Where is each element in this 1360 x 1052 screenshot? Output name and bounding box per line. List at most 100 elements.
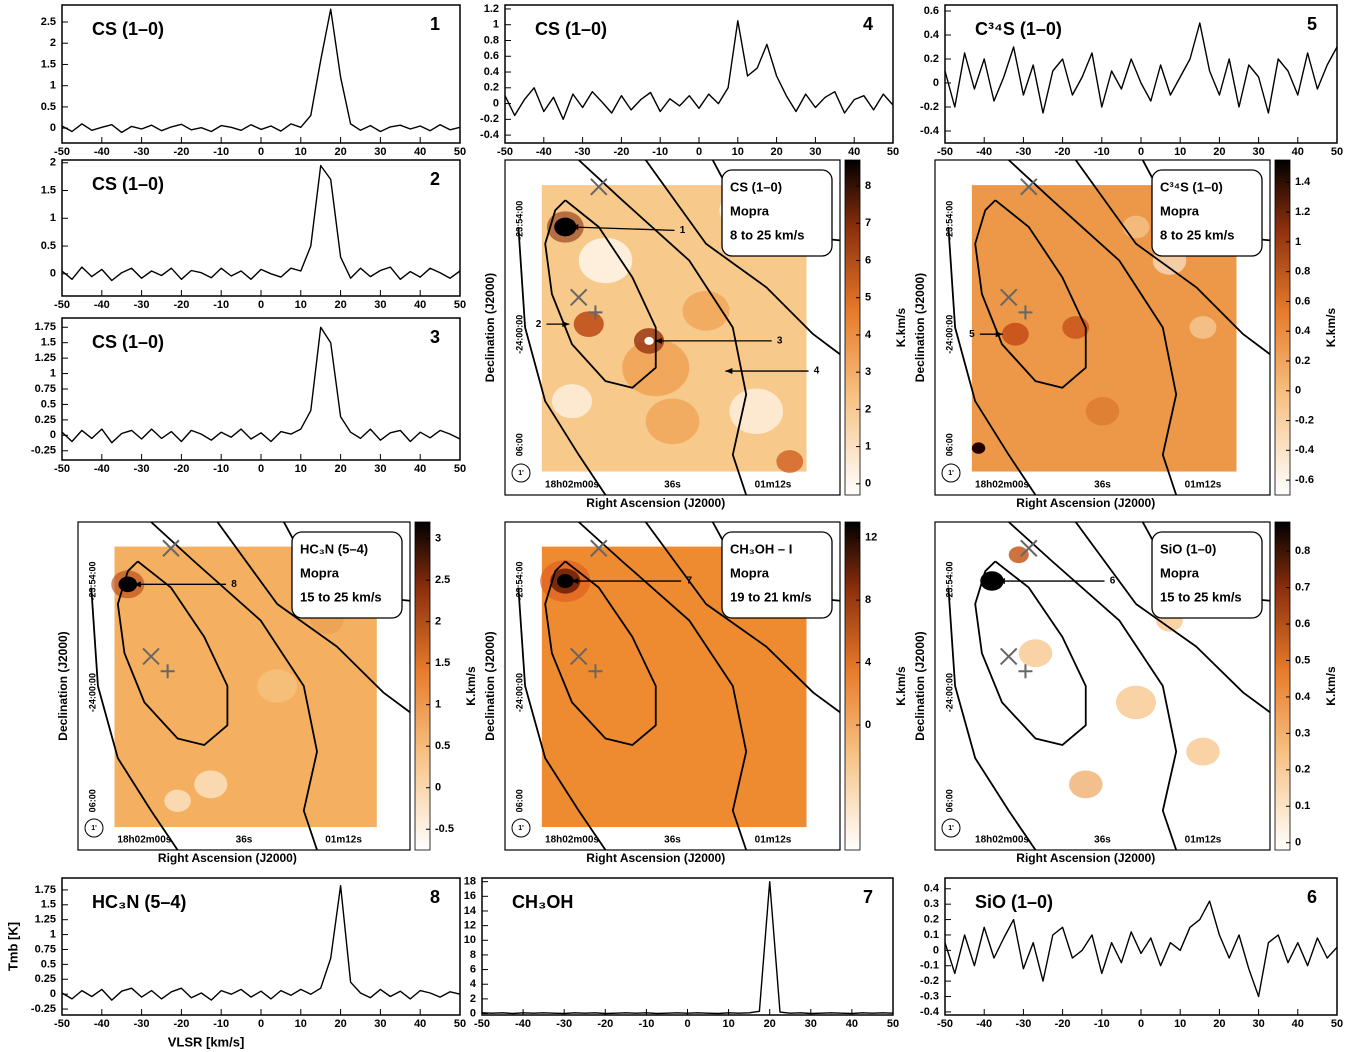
x-tick-label: -20 (613, 146, 629, 158)
x-tick-label: -50 (474, 1018, 490, 1030)
y-tick-label: 1.5 (41, 58, 56, 70)
emission-blob (1116, 686, 1156, 719)
y-tick-label: 0.5 (41, 958, 56, 970)
y-tick-label: 1.5 (41, 337, 56, 349)
y-tick-label: -0.4 (480, 129, 500, 141)
y-tick-label: 0.2 (924, 53, 939, 65)
emission-blob (1069, 770, 1103, 798)
marker-label: 7 (686, 576, 692, 587)
emission-blob (729, 388, 783, 434)
colorbar-tick-label: 0.4 (1295, 325, 1311, 337)
map-velocity-range: 8 to 25 km/s (730, 227, 804, 242)
colorbar-label: K.km/s (1324, 308, 1338, 348)
x-tick-label: 40 (414, 463, 426, 475)
y-axis-label: Declination (J2000) (483, 273, 497, 382)
colorbar (845, 160, 860, 495)
y-tick-label: 0.4 (924, 883, 940, 895)
y-tick-label: -0.4 (920, 1006, 940, 1018)
y-tick-label: 0.25 (35, 414, 56, 426)
y-tick-label: 0.2 (484, 82, 499, 94)
y-tick-label: -24:00:00 (944, 315, 954, 354)
x-tick-label: -50 (54, 299, 70, 311)
colorbar-label: K.km/s (464, 666, 478, 706)
colorbar (845, 522, 860, 850)
spectrum-title: C³⁴S (1–0) (975, 19, 1062, 39)
y-tick-label: 0 (933, 944, 939, 956)
x-tick-label: -20 (173, 463, 189, 475)
colorbar-label: K.km/s (894, 666, 908, 706)
x-tick-label: -30 (134, 299, 150, 311)
map-title: CH₃OH – I (730, 541, 792, 556)
emission-blob (1002, 323, 1029, 346)
x-tick-label: 50 (887, 1018, 899, 1030)
x-tick-label: -10 (213, 299, 229, 311)
map-telescope: Mopra (300, 565, 340, 580)
colorbar-tick-label: 1 (865, 441, 871, 453)
x-tick-label: 01m12s (1185, 835, 1222, 846)
x-tick-label: -20 (173, 299, 189, 311)
x-tick-label: -10 (213, 463, 229, 475)
x-tick-label: 20 (764, 1018, 776, 1030)
x-tick-label: -40 (536, 146, 552, 158)
emission-blob (194, 770, 227, 798)
x-tick-label: -20 (1055, 146, 1071, 158)
colorbar-tick-label: 0.2 (1295, 764, 1310, 776)
x-tick-label: -30 (134, 146, 150, 158)
x-axis-label: Right Ascension (J2000) (1016, 851, 1155, 865)
x-axis-label: Right Ascension (J2000) (158, 851, 297, 865)
y-tick-label: 1.25 (35, 914, 56, 926)
x-tick-label: 40 (1292, 1018, 1304, 1030)
x-tick-label: -20 (1055, 1018, 1071, 1030)
y-tick-label: 0.25 (35, 973, 56, 985)
x-tick-label: 10 (295, 146, 307, 158)
y-tick-label: 2 (50, 37, 56, 49)
spectrum-title: CH₃OH (512, 892, 573, 912)
emission-blob (552, 384, 592, 418)
x-tick-label: 10 (722, 1018, 734, 1030)
y-tick-label: 06:00 (87, 789, 97, 812)
x-tick-label: 20 (334, 463, 346, 475)
x-tick-label: 30 (374, 463, 386, 475)
y-tick-label: -24:00:00 (514, 673, 524, 712)
x-tick-label: 0 (684, 1018, 690, 1030)
x-tick-label: 10 (732, 146, 744, 158)
x-tick-label: -30 (134, 1018, 150, 1030)
x-tick-label: 10 (295, 463, 307, 475)
x-tick-label: 0 (258, 1018, 264, 1030)
x-tick-label: 36s (236, 835, 253, 846)
x-tick-label: -10 (638, 1018, 654, 1030)
colorbar-tick-label: 0 (1295, 837, 1301, 849)
y-tick-label: 4 (470, 978, 477, 990)
colorbar (415, 522, 430, 850)
figure: -50-40-30-20-100102030405000.511.522.5CS… (0, 0, 1360, 1052)
x-tick-label: 36s (1094, 480, 1111, 491)
colorbar-tick-label: -0.5 (435, 823, 454, 835)
x-tick-label: 50 (1331, 146, 1343, 158)
panel-number: 6 (1307, 887, 1317, 907)
x-tick-label: 30 (374, 299, 386, 311)
y-tick-label: 0.1 (924, 929, 939, 941)
y-tick-label: 16 (464, 890, 476, 902)
x-tick-label: 30 (1252, 1018, 1264, 1030)
x-tick-label: 20 (334, 146, 346, 158)
map-velocity-range: 15 to 25 km/s (300, 589, 382, 604)
y-tick-label: 1.5 (41, 899, 56, 911)
x-tick-label: 50 (1331, 1018, 1343, 1030)
colorbar-tick-label: 0.5 (1295, 654, 1310, 666)
x-tick-label: 20 (1213, 1018, 1225, 1030)
x-tick-label: 18h02m00s (975, 835, 1029, 846)
y-tick-label: 1 (50, 928, 56, 940)
x-axis-label: Right Ascension (J2000) (586, 496, 725, 510)
marker-label: 3 (777, 336, 783, 347)
y-tick-label: 1 (50, 212, 56, 224)
emission-blob (257, 669, 297, 702)
x-tick-label: -50 (937, 146, 953, 158)
map-telescope: Mopra (730, 203, 770, 218)
y-tick-label: -0.4 (920, 125, 940, 137)
beam-label: 1' (948, 825, 954, 832)
map-title: SiO (1–0) (1160, 541, 1216, 556)
y-tick-label: 1.25 (35, 352, 56, 364)
colorbar-tick-label: 2 (865, 403, 871, 415)
x-tick-label: 01m12s (755, 480, 792, 491)
x-tick-label: 0 (1138, 1018, 1144, 1030)
